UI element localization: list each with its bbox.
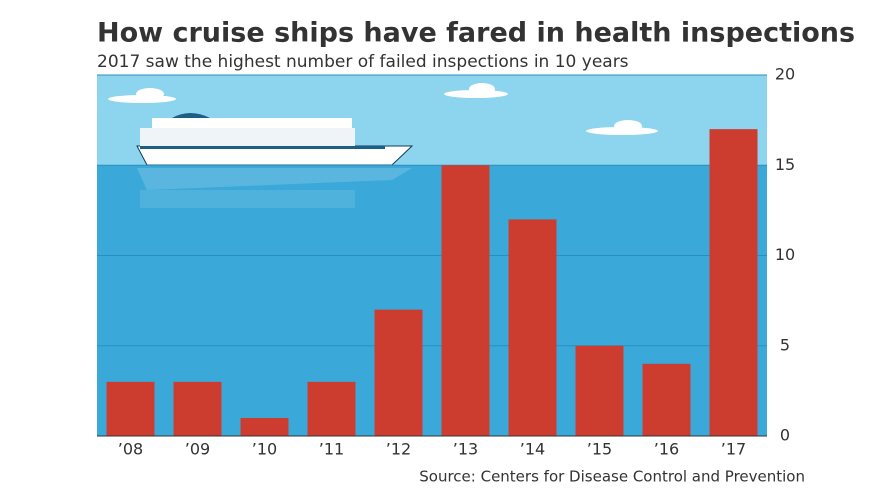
chart-subtitle: 2017 saw the highest number of failed in…	[97, 52, 629, 72]
x-tick-label: ’13	[453, 440, 478, 459]
x-tick-label: ’14	[520, 440, 545, 459]
x-tick-label: ’17	[721, 440, 746, 459]
y-tick-label: 0	[780, 426, 790, 445]
x-tick-label: ’12	[386, 440, 411, 459]
bar	[575, 345, 624, 436]
y-tick-label: 5	[780, 335, 790, 354]
bar	[508, 219, 557, 436]
bar	[441, 165, 490, 436]
bar	[240, 417, 289, 436]
chart-title: How cruise ships have fared in health in…	[97, 18, 855, 49]
bar	[374, 309, 423, 436]
y-tick-label: 15	[775, 155, 795, 174]
x-tick-label: ’16	[654, 440, 679, 459]
source-note: Source: Centers for Disease Control and …	[419, 468, 805, 486]
x-tick-label: ’08	[118, 440, 143, 459]
bar	[642, 363, 691, 436]
ship	[136, 113, 414, 208]
y-tick-label: 10	[775, 245, 795, 264]
bar	[173, 381, 222, 436]
bar	[106, 381, 155, 436]
x-tick-label: ’11	[319, 440, 344, 459]
bar	[709, 129, 758, 436]
x-tick-label: ’09	[185, 440, 210, 459]
x-tick-label: ’10	[252, 440, 277, 459]
y-tick-label: 20	[775, 65, 795, 84]
x-tick-label: ’15	[587, 440, 612, 459]
bar	[307, 381, 356, 436]
